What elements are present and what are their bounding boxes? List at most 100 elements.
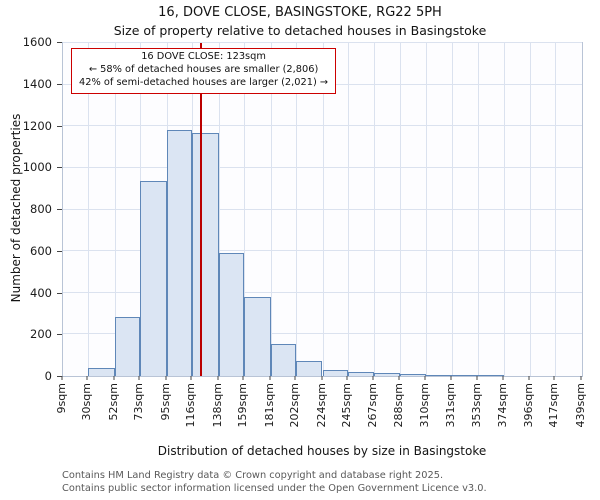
x-tick-mark bbox=[476, 376, 478, 380]
gridline-vertical bbox=[322, 43, 324, 376]
x-axis-ticks: 9sqm 30sqm 52sqm 73sqm 95sqm 116sqm 138sqm 159s… bbox=[55, 376, 587, 436]
x-tick-mark bbox=[269, 376, 271, 380]
x-tick-mark bbox=[217, 376, 219, 380]
x-tick-mark bbox=[61, 376, 63, 380]
y-tick-label: 0 bbox=[44, 369, 52, 383]
y-tick-mark bbox=[57, 292, 62, 294]
histogram-bar bbox=[88, 367, 115, 376]
gridline-vertical bbox=[555, 43, 557, 376]
x-tick-mark bbox=[190, 376, 192, 380]
gridline-vertical bbox=[114, 43, 116, 376]
x-tick-label: 396sqm bbox=[522, 383, 536, 428]
gridline-vertical bbox=[451, 43, 453, 376]
chart-title: 16, DOVE CLOSE, BASINGSTOKE, RG22 5PH bbox=[158, 5, 442, 20]
histogram-bar bbox=[426, 374, 452, 376]
gridline-vertical bbox=[478, 43, 480, 376]
x-tick-label: 417sqm bbox=[547, 383, 561, 428]
y-tick-label: 1600 bbox=[22, 35, 52, 49]
chart-subtitle: Size of property relative to detached ho… bbox=[113, 23, 487, 38]
gridline-vertical bbox=[399, 43, 401, 376]
x-tick-mark bbox=[165, 376, 167, 380]
y-tick-label: 1400 bbox=[22, 76, 52, 91]
histogram-bar bbox=[270, 343, 296, 376]
histogram-bar bbox=[114, 316, 141, 376]
gridline-vertical bbox=[374, 43, 376, 376]
x-tick-mark bbox=[138, 376, 140, 380]
x-tick-label: 224sqm bbox=[314, 383, 328, 428]
x-tick-label: 30sqm bbox=[80, 383, 94, 421]
x-tick-label: 310sqm bbox=[418, 383, 432, 428]
x-tick-label: 439sqm bbox=[573, 383, 587, 428]
x-tick-mark bbox=[86, 376, 88, 380]
x-tick-label: 138sqm bbox=[210, 383, 224, 428]
y-tick-mark bbox=[57, 250, 62, 252]
plot-area: 16 DOVE CLOSE: 123sqm ← 58% of detached … bbox=[62, 42, 583, 377]
x-tick-mark bbox=[450, 376, 452, 380]
x-tick-mark bbox=[553, 376, 555, 380]
gridline-vertical bbox=[295, 43, 297, 376]
x-tick-label: 331sqm bbox=[443, 383, 457, 428]
y-tick-mark bbox=[57, 376, 62, 377]
histogram-bar bbox=[451, 374, 479, 376]
x-tick-mark bbox=[372, 376, 374, 380]
gridline-horizontal bbox=[63, 42, 582, 43]
histogram-bar bbox=[192, 132, 219, 376]
x-tick-label: 116sqm bbox=[184, 383, 198, 428]
x-tick-label: 52sqm bbox=[106, 383, 120, 421]
annotation-line-1: 16 DOVE CLOSE: 123sqm bbox=[141, 51, 266, 62]
gridline-vertical bbox=[270, 43, 272, 376]
x-tick-mark bbox=[398, 376, 400, 380]
x-tick-label: 159sqm bbox=[235, 383, 249, 428]
y-tick-label: 1000 bbox=[22, 160, 52, 175]
y-tick-mark bbox=[57, 167, 62, 169]
gridline-vertical bbox=[347, 43, 349, 376]
x-tick-label: 374sqm bbox=[495, 383, 509, 428]
y-tick-label: 1200 bbox=[22, 118, 52, 133]
gridline-vertical bbox=[244, 43, 246, 376]
y-tick-label: 200 bbox=[30, 327, 52, 342]
histogram-bar bbox=[244, 296, 271, 376]
histogram-bar bbox=[478, 375, 504, 376]
histogram-bar bbox=[322, 369, 348, 376]
x-tick-mark bbox=[528, 376, 530, 380]
y-tick-mark bbox=[57, 42, 62, 43]
y-tick-mark bbox=[57, 125, 62, 127]
histogram-bar bbox=[399, 374, 427, 376]
y-tick-label: 800 bbox=[30, 202, 52, 216]
x-tick-mark bbox=[113, 376, 115, 380]
gridline-vertical bbox=[503, 43, 505, 376]
x-tick-label: 245sqm bbox=[339, 383, 353, 428]
x-tick-label: 181sqm bbox=[262, 383, 276, 428]
x-tick-mark bbox=[424, 376, 426, 380]
gridline-vertical bbox=[530, 43, 532, 376]
x-tick-label: 95sqm bbox=[158, 383, 172, 421]
x-tick-mark bbox=[242, 376, 244, 380]
x-tick-label: 202sqm bbox=[287, 383, 301, 428]
x-tick-mark bbox=[346, 376, 348, 380]
y-tick-mark bbox=[57, 83, 62, 85]
x-tick-mark bbox=[580, 376, 582, 380]
x-tick-mark bbox=[502, 376, 504, 380]
footer-line-2: Contains public sector information licen… bbox=[62, 482, 487, 494]
histogram-bar bbox=[347, 371, 375, 376]
annotation-line-3: 42% of semi-detached houses are larger (… bbox=[79, 76, 329, 88]
gridline-vertical bbox=[426, 43, 428, 376]
x-axis-label: Distribution of detached houses by size … bbox=[157, 444, 487, 458]
annotation-line-2: ← 58% of detached houses are smaller (2,… bbox=[88, 63, 319, 75]
histogram-bar bbox=[166, 130, 193, 376]
histogram-bar bbox=[374, 372, 400, 376]
x-tick-label: 267sqm bbox=[366, 383, 380, 428]
histogram-bar bbox=[295, 361, 323, 376]
y-axis-ticks: 0 200 400 600 800 1000 1200 1400 1600 bbox=[0, 35, 62, 383]
histogram-bar bbox=[218, 253, 245, 376]
gridline-vertical bbox=[218, 43, 220, 376]
y-tick-mark bbox=[57, 209, 62, 210]
y-tick-label: 400 bbox=[30, 285, 52, 300]
y-tick-label: 600 bbox=[30, 243, 52, 258]
x-tick-label: 9sqm bbox=[54, 383, 68, 414]
footer: Contains HM Land Registry data © Crown c… bbox=[62, 470, 487, 495]
subject-property-marker-line bbox=[199, 43, 202, 376]
x-tick-mark bbox=[321, 376, 322, 380]
x-tick-label: 353sqm bbox=[470, 383, 484, 428]
y-tick-mark bbox=[57, 334, 62, 336]
